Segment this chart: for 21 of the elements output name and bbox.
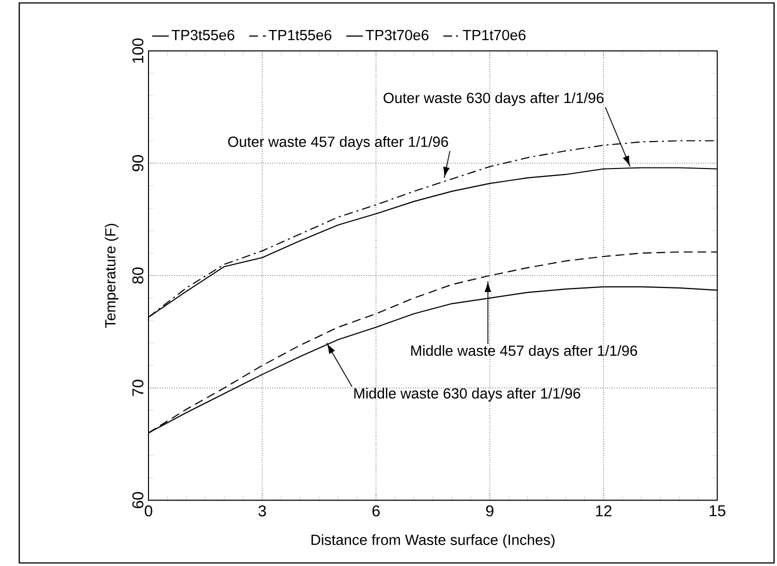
annotation: Outer waste 457 days after 1/1/96 — [228, 136, 448, 150]
annotation: Middle waste 630 days after 1/1/96 — [354, 388, 580, 402]
legend-label: TP1t55e6 — [268, 30, 332, 40]
x-tick-label: 6 — [372, 505, 380, 517]
x-tick-label: 9 — [486, 505, 494, 517]
y-tick-label: 90 — [132, 155, 144, 172]
annotation: Middle waste 457 days after 1/1/96 — [411, 345, 638, 359]
y-axis-title: Temperature (F) — [104, 224, 118, 328]
x-tick-label: 12 — [596, 505, 612, 516]
y-tick-label: 70 — [132, 380, 144, 396]
legend-label: TP3t55e6 — [172, 30, 234, 40]
annotation: Outer waste 630 days after 1/1/96 — [384, 92, 604, 106]
x-tick-label: 15 — [710, 505, 726, 516]
legend-label: TP3t70e6 — [366, 30, 428, 40]
y-tick-label: 100 — [132, 38, 144, 63]
y-tick-label: 60 — [132, 492, 144, 508]
x-tick-label: 3 — [258, 505, 266, 517]
x-tick-label: 0 — [144, 505, 152, 517]
legend-label: TP1t70e6 — [462, 30, 526, 40]
x-axis-title: Distance from Waste surface (Inches) — [312, 534, 555, 548]
y-tick-label: 80 — [132, 268, 144, 284]
